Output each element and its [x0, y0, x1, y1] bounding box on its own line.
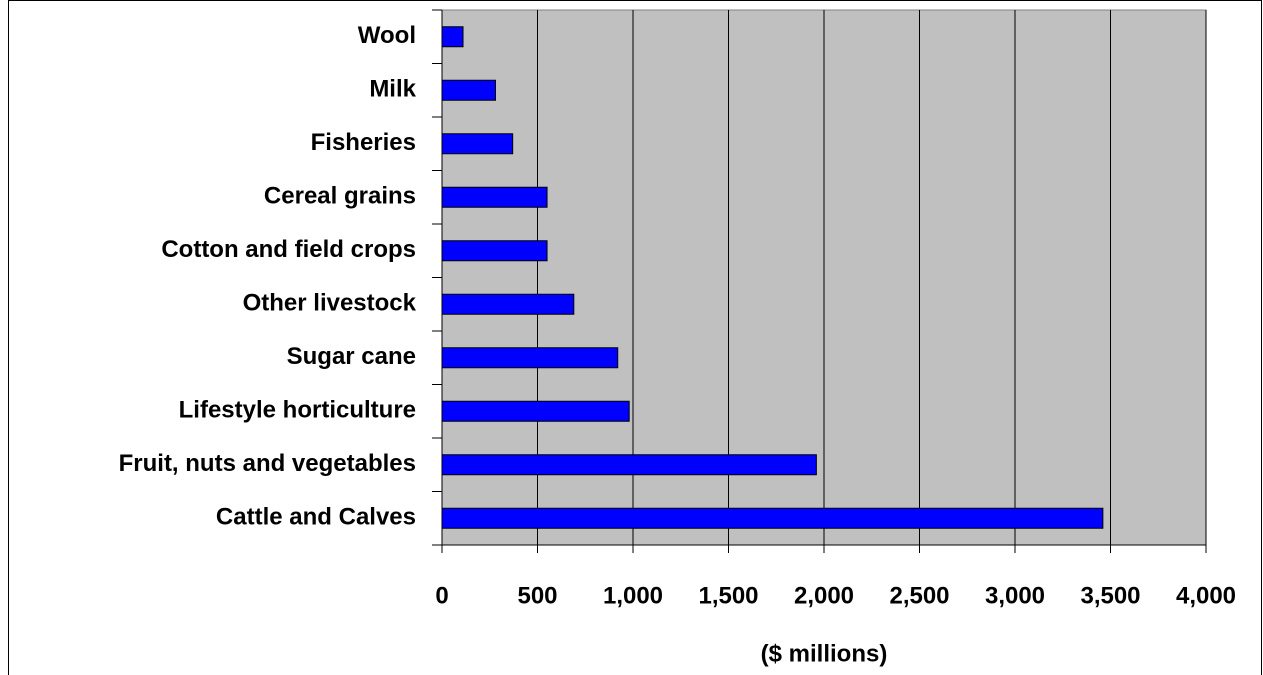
x-tick-label: 3,000: [985, 582, 1045, 609]
y-tick-label: Fruit, nuts and vegetables: [119, 450, 416, 477]
x-tick-label: 0: [435, 582, 448, 609]
y-tick-label: Other livestock: [243, 290, 417, 317]
bar: [441, 79, 496, 101]
bar: [441, 507, 1104, 529]
bar: [441, 240, 548, 262]
x-axis-title: ($ millions): [761, 640, 888, 667]
bar: [441, 26, 464, 48]
x-tick-label: 4,000: [1176, 582, 1236, 609]
x-tick-label: 500: [517, 582, 557, 609]
y-tick-label: Cotton and field crops: [161, 236, 416, 263]
x-tick-label: 1,000: [603, 582, 663, 609]
x-tick-label: 2,000: [794, 582, 854, 609]
bar: [441, 133, 514, 155]
y-tick-label: Wool: [358, 22, 416, 49]
y-tick-label: Sugar cane: [287, 343, 416, 370]
bar: [441, 186, 548, 208]
bar: [441, 400, 630, 422]
y-tick-label: Cattle and Calves: [216, 504, 416, 531]
x-tick-label: 3,500: [1080, 582, 1140, 609]
bar: [441, 347, 619, 369]
bar: [441, 293, 575, 315]
y-tick-label: Fisheries: [311, 129, 416, 156]
x-tick-label: 1,500: [698, 582, 758, 609]
x-tick-label: 2,500: [889, 582, 949, 609]
bar: [441, 454, 817, 476]
y-tick-label: Milk: [369, 76, 416, 103]
y-tick-label: Lifestyle horticulture: [179, 397, 416, 424]
y-tick-label: Cereal grains: [264, 183, 416, 210]
